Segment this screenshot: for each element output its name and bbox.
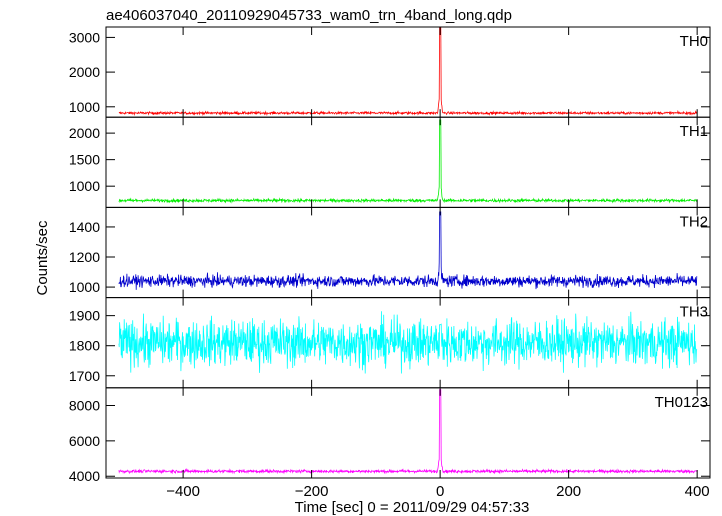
panel-frame xyxy=(105,116,711,208)
x-tick-label: 200 xyxy=(556,483,581,500)
panel-th3: 1700 1800 1900 TH3 xyxy=(69,297,711,389)
panel-th0: 1000 2000 3000 TH0 xyxy=(69,26,711,118)
series-line-th0123 xyxy=(118,389,697,475)
y-tick-label: 4000 xyxy=(69,468,100,484)
y-tick-label: 1400 xyxy=(69,219,100,235)
y-tick-label: 1000 xyxy=(69,178,100,194)
series-line-th0 xyxy=(118,27,698,117)
x-tick-label: −200 xyxy=(295,483,329,500)
panel-th0123: 4000 6000 8000 TH0123 xyxy=(69,387,711,484)
x-tick-label: 0 xyxy=(436,483,444,500)
chart-title: ae406037040_20110929045733_wam0_trn_4ban… xyxy=(106,7,512,24)
series-line-th2 xyxy=(118,211,698,290)
panel-frame xyxy=(105,387,711,479)
x-axis: −400 −200 0 200 400 xyxy=(166,483,709,500)
panels-group: 1000 2000 3000 TH0 1000 1500 2000 TH1 1000 1200 14… xyxy=(69,26,711,484)
panel-frame xyxy=(105,26,711,118)
y-tick-label: 1900 xyxy=(69,308,100,324)
panel-label-th1: TH1 xyxy=(680,123,708,140)
x-tick-label: −400 xyxy=(166,483,200,500)
y-tick-label: 8000 xyxy=(69,397,100,413)
panel-th1: 1000 1500 2000 TH1 xyxy=(69,116,711,208)
panel-th2: 1000 1200 1400 TH2 xyxy=(69,206,711,299)
series-line-th1 xyxy=(118,119,698,204)
y-tick-label: 1000 xyxy=(69,99,100,115)
y-axis-label: Counts/sec xyxy=(34,220,51,296)
panel-label-th3: TH3 xyxy=(680,304,708,321)
y-tick-label: 1000 xyxy=(69,279,100,295)
y-tick-label: 1800 xyxy=(69,338,100,354)
y-tick-label: 2000 xyxy=(69,64,100,80)
y-tick-label: 6000 xyxy=(69,433,100,449)
x-tick-label: 400 xyxy=(685,483,710,500)
panel-label-th2: TH2 xyxy=(680,213,708,230)
y-tick-label: 1500 xyxy=(69,152,100,168)
y-tick-label: 2000 xyxy=(69,125,100,141)
series-line-th3 xyxy=(118,311,698,374)
y-tick-label: 1200 xyxy=(69,249,100,265)
y-tick-label: 3000 xyxy=(69,29,100,45)
panel-label-th0: TH0 xyxy=(680,33,708,50)
x-axis-label: Time [sec] 0 = 2011/09/29 04:57:33 xyxy=(295,499,530,516)
panel-label-th0123: TH0123 xyxy=(655,394,708,411)
y-tick-label: 1700 xyxy=(69,368,100,384)
